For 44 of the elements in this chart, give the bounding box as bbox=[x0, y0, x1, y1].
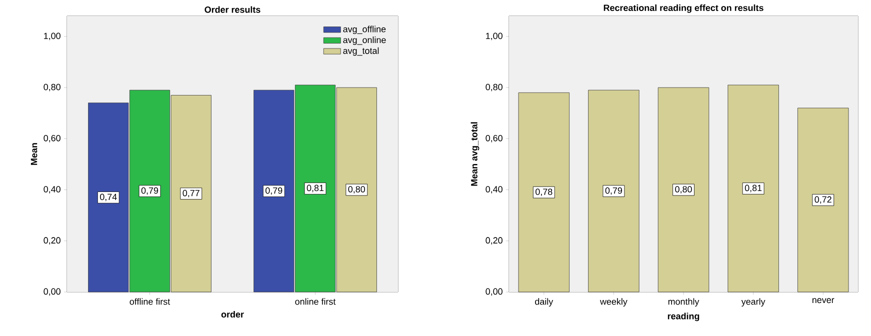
bar bbox=[588, 90, 640, 292]
data-label: 0,72 bbox=[814, 196, 832, 204]
y-axis-title: Mean bbox=[30, 143, 38, 165]
data-label: 0,79 bbox=[605, 187, 622, 195]
data-label: 0,81 bbox=[306, 184, 324, 192]
y-tick-label: 1,00 bbox=[486, 32, 502, 40]
data-label: 0,79 bbox=[266, 187, 282, 195]
y-tick-label: 0,80 bbox=[486, 84, 502, 92]
y-tick-label: 0,60 bbox=[486, 134, 502, 142]
y-tick-label: 0,00 bbox=[44, 288, 60, 296]
x-tick-label: yearly bbox=[741, 298, 766, 307]
x-axis-title: reading bbox=[668, 312, 700, 322]
data-label: 0,80 bbox=[348, 186, 366, 194]
legend-label: avg_offline bbox=[343, 26, 386, 34]
chart-title: Order results bbox=[204, 6, 260, 13]
bar bbox=[728, 84, 779, 292]
x-tick-label: offline first bbox=[130, 298, 170, 305]
y-tick-label: 0,40 bbox=[44, 186, 60, 194]
y-tick-label: 0,00 bbox=[486, 288, 502, 296]
data-label: 0,77 bbox=[182, 190, 200, 198]
x-tick-label: never bbox=[812, 298, 834, 304]
y-tick-label: 0,20 bbox=[44, 237, 60, 245]
y-tick-label: 1,00 bbox=[44, 32, 60, 40]
bar bbox=[798, 108, 849, 292]
legend-label: avg_online bbox=[343, 36, 386, 45]
x-tick-label: daily bbox=[535, 298, 554, 307]
y-axis-title: Mean avg_total bbox=[470, 122, 480, 186]
bar bbox=[518, 92, 570, 292]
legend-label: avg_total bbox=[343, 47, 379, 56]
x-tick-label: monthly bbox=[668, 298, 700, 307]
x-tick-label: weekly bbox=[600, 298, 628, 307]
x-tick-label: online first bbox=[295, 298, 336, 305]
y-tick-label: 0,80 bbox=[44, 84, 60, 92]
y-tick-label: 0,20 bbox=[486, 237, 502, 245]
bar bbox=[658, 87, 710, 292]
data-label: 0,74 bbox=[100, 194, 117, 202]
y-tick-label: 0,60 bbox=[44, 134, 60, 142]
data-label: 0,78 bbox=[536, 188, 552, 196]
x-axis-title: order bbox=[221, 310, 244, 318]
y-tick-label: 0,40 bbox=[486, 186, 502, 194]
data-label: 0,79 bbox=[141, 187, 158, 195]
data-label: 0,80 bbox=[675, 186, 692, 194]
data-label: 0,81 bbox=[744, 184, 762, 192]
chart-title: Recreational reading effect on results bbox=[604, 4, 764, 13]
